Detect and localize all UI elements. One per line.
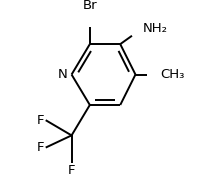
Text: N: N bbox=[58, 68, 68, 81]
Text: NH₂: NH₂ bbox=[143, 22, 168, 35]
Text: F: F bbox=[68, 164, 75, 177]
Text: Br: Br bbox=[82, 0, 97, 12]
Text: F: F bbox=[37, 114, 44, 127]
Text: F: F bbox=[37, 141, 44, 154]
Text: CH₃: CH₃ bbox=[160, 68, 184, 81]
